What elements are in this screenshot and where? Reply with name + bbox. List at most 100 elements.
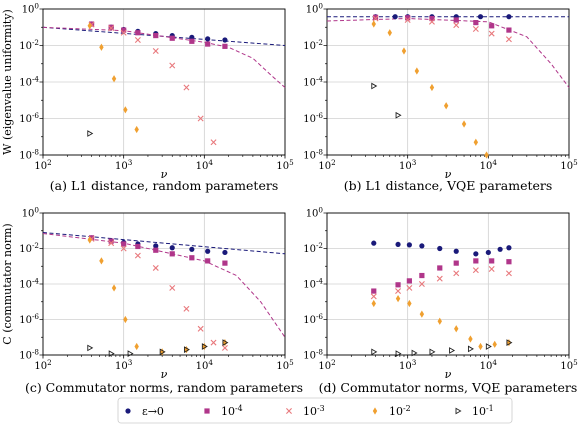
legend-label: 10-3 [303, 404, 325, 418]
data-point [189, 38, 195, 44]
data-point [99, 257, 104, 265]
legend-label: ε→0 [142, 405, 164, 418]
data-point [184, 346, 189, 354]
y-tick-label: 10-2 [303, 241, 323, 255]
y-tick-label: 10-8 [303, 348, 323, 362]
data-point [395, 241, 401, 248]
data-point [506, 259, 512, 265]
data-point [488, 266, 495, 272]
x-tick-label: 102 [318, 358, 335, 372]
data-point [477, 14, 484, 20]
data-point [87, 344, 94, 352]
data-point [478, 342, 483, 351]
axis-ticks [39, 8, 286, 159]
grid [42, 8, 286, 156]
legend-marker [286, 408, 292, 414]
legend-marker [204, 408, 210, 414]
x-tick-label: 103 [115, 158, 133, 172]
data-point [419, 310, 425, 318]
data-point [453, 270, 460, 277]
data-point [437, 265, 443, 271]
data-point [488, 30, 495, 37]
data-point [108, 24, 114, 30]
axis-ticks [323, 212, 570, 359]
data-point [406, 242, 412, 248]
data-point [453, 17, 459, 23]
data-point [449, 347, 456, 354]
x-tick-label: 102 [34, 358, 51, 372]
y-axis-label: C (commutator norm) [1, 223, 14, 344]
data-point [506, 14, 512, 20]
y-tick-label: 10-8 [19, 148, 39, 162]
data-point [134, 37, 141, 43]
data-point [454, 325, 459, 333]
series-cross [372, 15, 512, 43]
data-point [169, 35, 175, 41]
data-point [169, 62, 176, 69]
data-point [467, 345, 474, 353]
data-point [371, 240, 377, 246]
data-point [197, 115, 204, 122]
y-tick-label: 10-6 [303, 111, 323, 125]
data-point [222, 339, 229, 346]
data-point [134, 252, 141, 259]
data-point [183, 346, 190, 354]
legend-label: 10-2 [389, 404, 411, 418]
y-tick-label: 10-4 [19, 75, 39, 89]
fit-line [326, 17, 570, 88]
legend-item: 10-2 [372, 404, 411, 418]
data-point [372, 14, 379, 20]
y-tick-label: 10-6 [19, 111, 39, 125]
data-point [453, 22, 460, 29]
data-point [108, 240, 115, 247]
data-point [222, 260, 228, 266]
x-tick-label: 103 [115, 358, 133, 372]
series-square [88, 21, 228, 49]
x-tick-label: 104 [196, 158, 214, 172]
legend-item: 10-3 [286, 404, 325, 418]
x-tick-label: 105 [276, 358, 294, 372]
series-diamond [371, 20, 489, 159]
data-point [395, 288, 402, 295]
data-point [485, 343, 492, 350]
data-point [108, 238, 114, 244]
y-tick-label: 10-8 [303, 148, 323, 162]
data-point [473, 138, 479, 146]
data-point [202, 342, 207, 351]
x-tick-label: 103 [399, 158, 417, 172]
y-tick-label: 10-2 [303, 38, 323, 52]
data-point [473, 258, 479, 264]
data-point [492, 340, 497, 348]
data-point [108, 25, 115, 32]
y-tick-label: 100 [22, 206, 40, 220]
data-point [120, 29, 127, 36]
y-tick-label: 100 [306, 206, 324, 220]
fit-line [42, 26, 286, 88]
data-point [473, 251, 479, 257]
legend-marker [455, 407, 462, 415]
y-tick-label: 10-8 [19, 348, 39, 362]
panel-caption: (a) L1 distance, random parameters [50, 178, 278, 193]
data-point [183, 305, 190, 312]
panel-caption: (b) L1 distance, VQE parameters [344, 178, 553, 193]
data-point [443, 102, 449, 110]
data-point [506, 339, 513, 346]
data-point [121, 27, 127, 33]
grid [326, 212, 570, 356]
data-point [428, 18, 435, 25]
data-point [395, 111, 402, 119]
fit-line [42, 232, 286, 255]
data-point [371, 348, 378, 356]
data-point [506, 245, 512, 251]
data-point [205, 248, 211, 254]
x-tick-label: 103 [399, 358, 417, 372]
series-tri [371, 82, 402, 119]
series-diamond [87, 22, 139, 134]
data-point [485, 249, 491, 256]
y-tick-label: 100 [22, 2, 40, 16]
panel-caption: (d) Commutator norms, VQE parameters [319, 380, 578, 395]
axis-ticks [323, 8, 570, 159]
data-point [489, 258, 495, 264]
data-point [189, 34, 195, 40]
legend: ε→0 10-4 10-3 10-2 10-1 [117, 397, 513, 424]
